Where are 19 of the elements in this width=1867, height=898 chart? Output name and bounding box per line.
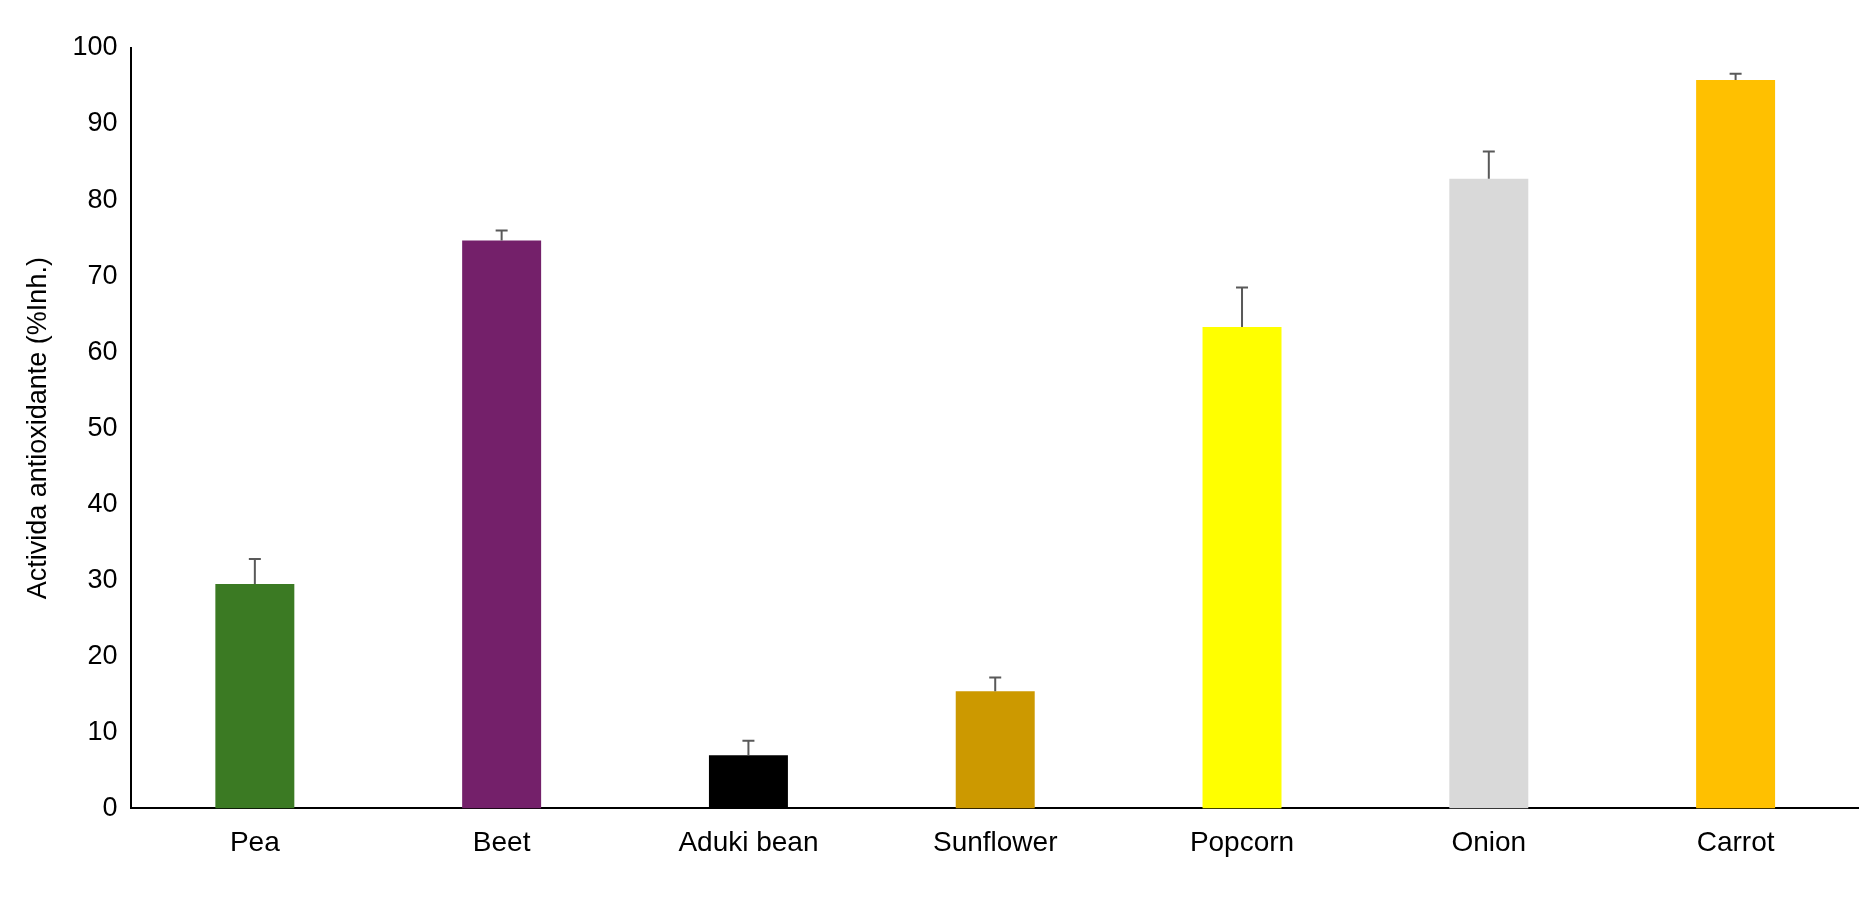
y-tick-label: 0 bbox=[102, 791, 118, 822]
y-axis-title: Activida antioxidante (%Inh.) bbox=[21, 257, 52, 600]
x-tick-label: Carrot bbox=[1696, 825, 1775, 857]
x-tick-label: Beet bbox=[472, 825, 531, 857]
y-tick-label: 50 bbox=[87, 411, 118, 442]
y-tick-label: 80 bbox=[87, 183, 118, 214]
y-tick-label: 100 bbox=[72, 31, 118, 62]
y-tick-label: 30 bbox=[87, 563, 118, 594]
y-tick-label: 40 bbox=[87, 487, 118, 518]
y-tick-label: 60 bbox=[87, 335, 118, 366]
x-tick-label: Pea bbox=[229, 825, 281, 857]
x-tick-label: Popcorn bbox=[1189, 825, 1295, 857]
y-tick-label: 90 bbox=[87, 107, 118, 138]
x-tick-label: Aduki bean bbox=[678, 825, 819, 857]
x-tick-label: Onion bbox=[1451, 825, 1527, 857]
x-tick-label: Sunflower bbox=[932, 825, 1058, 857]
y-tick-label: 20 bbox=[87, 639, 118, 670]
y-tick-label: 10 bbox=[87, 715, 118, 746]
y-tick-label: 70 bbox=[87, 259, 118, 290]
